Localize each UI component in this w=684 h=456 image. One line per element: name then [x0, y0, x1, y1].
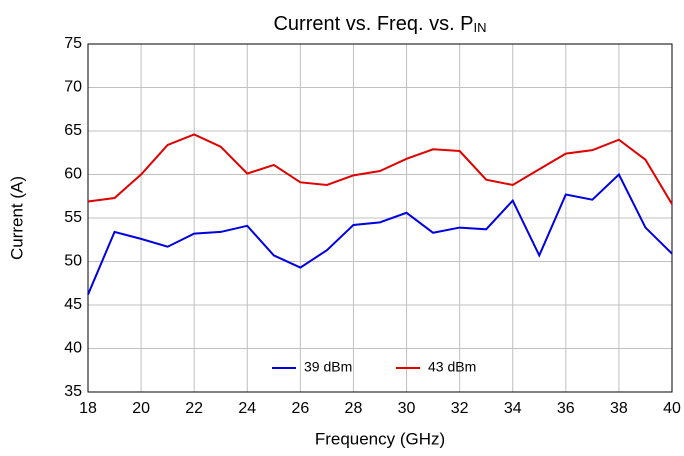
- y-tick-label: 70: [64, 79, 82, 96]
- x-tick-label: 32: [451, 400, 469, 417]
- y-tick-label: 60: [64, 166, 82, 183]
- x-tick-label: 20: [132, 400, 150, 417]
- y-tick-label: 40: [64, 340, 82, 357]
- y-tick-label: 45: [64, 296, 82, 313]
- x-tick-label: 36: [557, 400, 575, 417]
- y-tick-label: 65: [64, 122, 82, 139]
- y-tick-label: 50: [64, 253, 82, 270]
- chart-title: Current vs. Freq. vs. PIN: [273, 13, 486, 35]
- title-subscript: IN: [474, 20, 487, 35]
- x-tick-label: 38: [610, 400, 628, 417]
- y-tick-label: 55: [64, 209, 82, 226]
- x-tick-label: 26: [291, 400, 309, 417]
- x-tick-label: 40: [663, 400, 681, 417]
- title-main: Current vs. Freq. vs. P: [273, 13, 473, 35]
- x-tick-label: 30: [398, 400, 416, 417]
- x-axis-label: Frequency (GHz): [315, 429, 445, 448]
- x-tick-label: 22: [185, 400, 203, 417]
- x-tick-label: 24: [238, 400, 256, 417]
- y-tick-label: 75: [64, 35, 82, 52]
- plot-frame: [87, 43, 673, 393]
- legend-label: 39 dBm: [304, 359, 352, 375]
- x-tick-label: 28: [345, 400, 363, 417]
- y-axis-label: Current (A): [7, 176, 26, 260]
- y-tick-label: 35: [64, 383, 82, 400]
- data-line: [87, 172, 673, 295]
- x-tick-label: 18: [79, 400, 97, 417]
- x-tick-label: 34: [504, 400, 522, 417]
- legend-label: 43 dBm: [428, 359, 476, 375]
- data-line: [87, 133, 673, 205]
